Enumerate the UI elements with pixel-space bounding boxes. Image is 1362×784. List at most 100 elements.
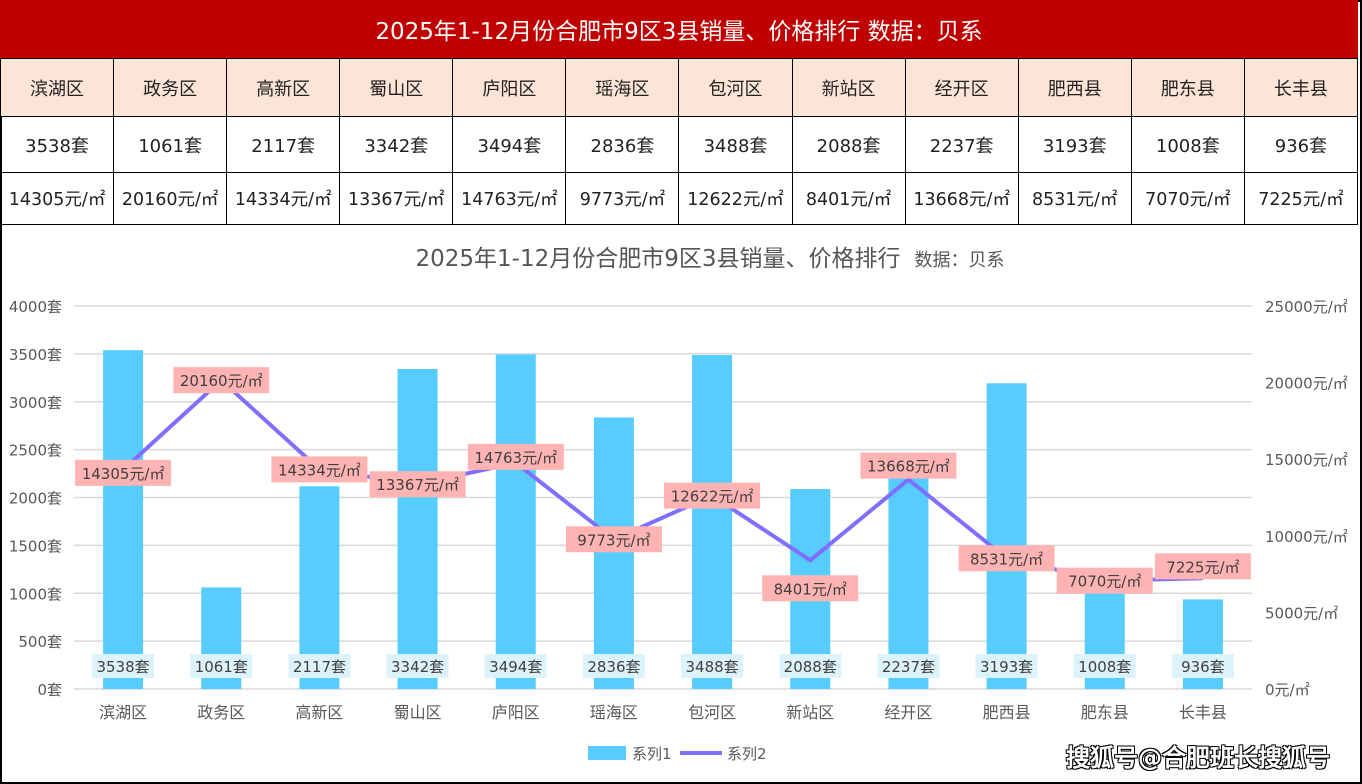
line-label-bg bbox=[565, 526, 662, 553]
line-label-bg bbox=[173, 367, 270, 394]
district-cell: 经开区 bbox=[904, 58, 1019, 117]
price-cell: 14305元/㎡ bbox=[0, 172, 115, 225]
bar-label-bg bbox=[92, 654, 155, 678]
chart: 2025年1-12月份合肥市9区3县销量、价格排行 数据：贝系 0套 500套 1000… bbox=[9, 246, 1348, 763]
price-cell: 9773元/㎡ bbox=[565, 172, 680, 225]
legend-series2: 系列2 bbox=[727, 745, 767, 763]
units-cell: 2088套 bbox=[791, 116, 906, 173]
units-cell: 2237套 bbox=[904, 116, 1019, 173]
bar-label: 2117套 bbox=[293, 658, 346, 676]
left-tick-label: 500套 bbox=[18, 633, 62, 651]
line-label: 13668元/㎡ bbox=[867, 458, 950, 476]
chart-subtitle: 数据：贝系 bbox=[915, 250, 1005, 271]
units-cell: 1061套 bbox=[113, 116, 228, 173]
district-cell: 庐阳区 bbox=[452, 58, 567, 117]
price-cell: 20160元/㎡ bbox=[113, 172, 228, 225]
line-label-bg bbox=[271, 456, 368, 483]
bar-label-bg bbox=[681, 654, 744, 678]
left-tick-label: 2000套 bbox=[9, 490, 62, 508]
sohu-watermark: 搜狐号@合肥班长搜狐号 bbox=[1066, 744, 1330, 772]
bar-label-bg bbox=[877, 654, 940, 678]
category-label: 蜀山区 bbox=[394, 703, 442, 722]
page-title: 2025年1-12月份合肥市9区3县销量、价格排行 数据：贝系 bbox=[0, 0, 1358, 58]
line-label: 20160元/㎡ bbox=[180, 372, 263, 390]
left-tick-label: 2500套 bbox=[9, 442, 62, 460]
bar-label-bg bbox=[1073, 654, 1136, 678]
district-row: 滨湖区 政务区 高新区 蜀山区 庐阳区 瑶海区 包河区 新站区 经开区 肥西县 肥东县 长丰县 bbox=[0, 58, 1359, 117]
category-label: 肥东县 bbox=[1081, 703, 1129, 722]
units-cell: 936套 bbox=[1243, 116, 1359, 173]
bar-label: 1008套 bbox=[1078, 658, 1131, 676]
line-label: 8401元/㎡ bbox=[774, 580, 847, 598]
chart-title-text: 2025年1-12月份合肥市9区3县销量、价格排行 bbox=[416, 246, 901, 272]
line-label: 14763元/㎡ bbox=[474, 449, 557, 467]
category-label: 包河区 bbox=[688, 703, 736, 722]
bar-label: 3342套 bbox=[391, 658, 444, 676]
line-label-bg bbox=[1154, 553, 1251, 580]
summary-table: 滨湖区 政务区 高新区 蜀山区 庐阳区 瑶海区 包河区 新站区 经开区 肥西县 肥东县 长丰县 353… bbox=[0, 58, 1359, 225]
district-cell: 肥东县 bbox=[1130, 58, 1245, 117]
category-label: 经开区 bbox=[884, 703, 932, 722]
right-tick-label: 20000元/㎡ bbox=[1265, 375, 1348, 393]
units-cell: 2836套 bbox=[565, 116, 680, 173]
category-label: 长丰县 bbox=[1179, 703, 1227, 722]
bar-label-bg bbox=[484, 654, 547, 678]
category-label: 高新区 bbox=[295, 703, 343, 722]
left-tick-label: 3000套 bbox=[9, 394, 62, 412]
bar bbox=[986, 383, 1027, 689]
line-label: 12622元/㎡ bbox=[671, 488, 754, 506]
bar-label-bg bbox=[288, 654, 351, 678]
price-cell: 7225元/㎡ bbox=[1243, 172, 1359, 225]
left-tick-label: 1000套 bbox=[9, 585, 62, 603]
bar bbox=[692, 355, 733, 689]
district-cell: 长丰县 bbox=[1243, 58, 1359, 117]
left-tick-label: 0套 bbox=[37, 681, 62, 699]
bar-label: 936套 bbox=[1181, 658, 1225, 676]
price-cell: 8531元/㎡ bbox=[1017, 172, 1132, 225]
bar-label: 1061套 bbox=[195, 658, 248, 676]
category-label: 肥西县 bbox=[983, 703, 1031, 722]
units-row: 3538套 1061套 2117套 3342套 3494套 2836套 3488套 2088套… bbox=[0, 116, 1359, 173]
line-label-bg bbox=[762, 575, 859, 602]
right-tick-label: 5000元/㎡ bbox=[1265, 604, 1338, 622]
bar-label-bg bbox=[1171, 654, 1234, 678]
right-tick-label: 25000元/㎡ bbox=[1265, 298, 1348, 316]
price-cell: 12622元/㎡ bbox=[678, 172, 793, 225]
district-cell: 蜀山区 bbox=[339, 58, 454, 117]
line-label: 8531元/㎡ bbox=[970, 550, 1043, 568]
line-label: 7225元/㎡ bbox=[1166, 558, 1239, 576]
price-cell: 8401元/㎡ bbox=[791, 172, 906, 225]
units-cell: 3488套 bbox=[678, 116, 793, 173]
bar-label: 2088套 bbox=[784, 658, 837, 676]
units-cell: 3193套 bbox=[1017, 116, 1132, 173]
bar-label-bg bbox=[582, 654, 645, 678]
category-label: 滨湖区 bbox=[99, 703, 147, 722]
prices-row: 14305元/㎡ 20160元/㎡ 14334元/㎡ 13367元/㎡ 14763元/㎡… bbox=[0, 172, 1359, 225]
bar bbox=[593, 417, 634, 689]
right-tick-label: 0元/㎡ bbox=[1265, 681, 1310, 699]
bar-label: 3488套 bbox=[685, 658, 738, 676]
left-tick-label: 4000套 bbox=[9, 298, 62, 316]
line-label-bg bbox=[958, 545, 1055, 572]
price-cell: 14763元/㎡ bbox=[452, 172, 567, 225]
bar-label-bg bbox=[386, 654, 449, 678]
legend-series1: 系列1 bbox=[632, 745, 672, 763]
bar-label: 3494套 bbox=[489, 658, 542, 676]
category-label: 瑶海区 bbox=[590, 703, 638, 722]
bar-label-bg bbox=[779, 654, 842, 678]
bar bbox=[103, 350, 144, 689]
bar-label-bg bbox=[190, 654, 253, 678]
bar bbox=[888, 474, 929, 689]
bar bbox=[397, 369, 438, 689]
line-label-bg bbox=[1056, 567, 1153, 594]
category-label: 庐阳区 bbox=[492, 703, 540, 722]
bar bbox=[495, 354, 536, 689]
legend-bar-swatch bbox=[588, 746, 626, 760]
bar-label: 2237套 bbox=[882, 658, 935, 676]
bar-label-bg bbox=[975, 654, 1038, 678]
price-cell: 7070元/㎡ bbox=[1130, 172, 1245, 225]
district-cell: 政务区 bbox=[113, 58, 228, 117]
category-label: 新站区 bbox=[786, 703, 834, 722]
price-cell: 13668元/㎡ bbox=[904, 172, 1019, 225]
price-cell: 14334元/㎡ bbox=[226, 172, 341, 225]
